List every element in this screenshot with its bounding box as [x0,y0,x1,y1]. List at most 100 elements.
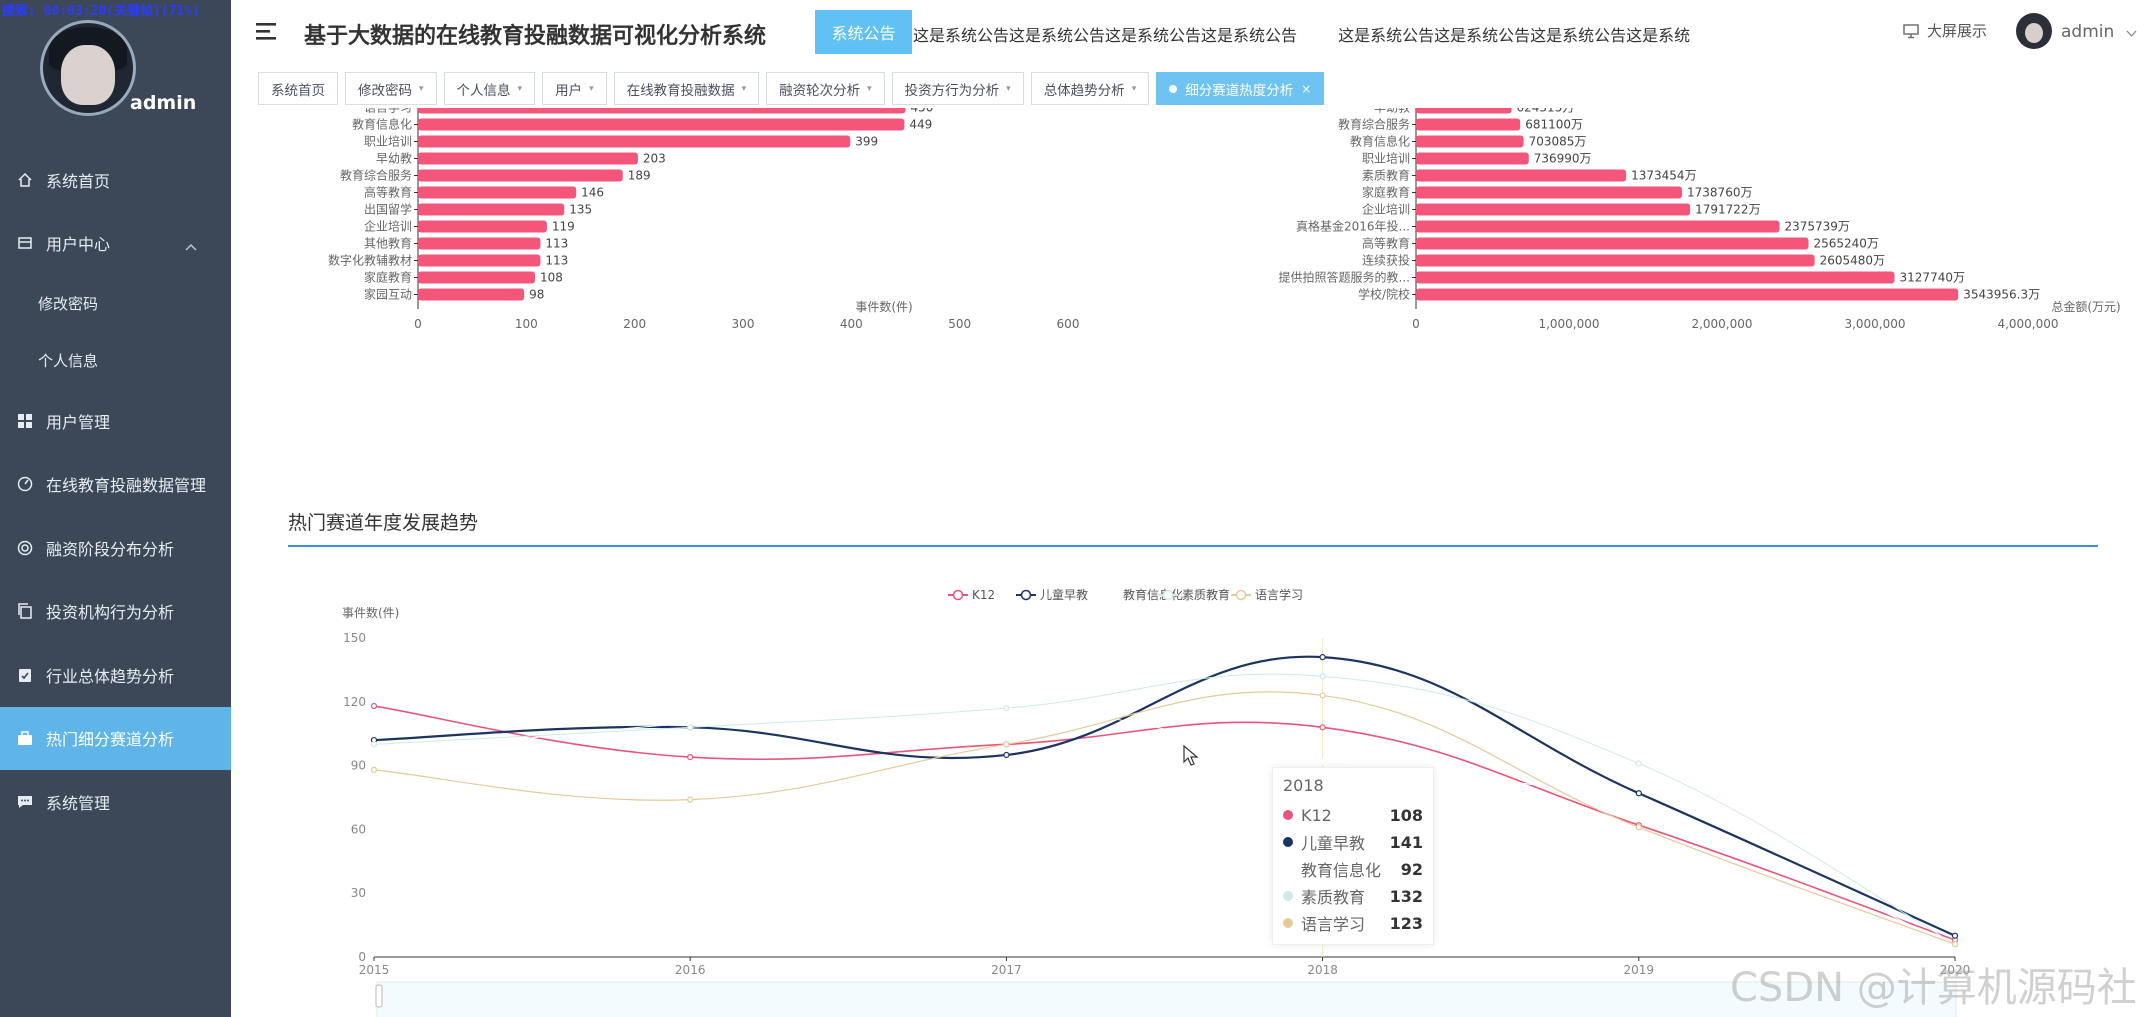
sidebar-item-user-management[interactable]: 用户管理 [0,389,231,453]
data-label: 681100万 [1525,118,1583,132]
sidebar-item-investor-behavior[interactable]: 投资机构行为分析 [0,580,231,644]
series-line [373,691,1956,945]
sidebar-item-industry-trend[interactable]: 行业总体趋势分析 [0,643,231,707]
legend-dot-icon [1283,810,1293,820]
sidebar-item-hot-track[interactable]: 热门细分赛道分析 [0,706,231,770]
chevron-down-icon [2126,22,2137,42]
legend-item: 儿童早教 [1016,587,1088,602]
data-label: 108 [540,271,563,285]
x-tick-label: 2016 [675,963,706,977]
tab-overall-trend[interactable]: 总体趋势分析 ▾ [1030,72,1150,105]
tooltip-value: 132 [1389,886,1423,906]
sidebar-item-profile[interactable]: 个人信息 [0,332,231,389]
bar [418,135,851,148]
data-point [1635,790,1642,797]
x-axis-label: 总金额(万元) [2051,299,2120,314]
data-point [1319,654,1326,661]
tooltip-row: K12 108 [1283,804,1423,826]
sidebar-item-system-management[interactable]: 系统管理 [0,770,231,834]
data-label: 113 [545,237,568,251]
x-tick-label: 2,000,000 [1691,317,1752,331]
data-label: 3543956.3万 [1963,288,2040,302]
sidebar-item-label: 系统首页 [46,171,111,191]
sidebar-item-label: 热门细分赛道分析 [46,730,175,750]
tooltip-row: 素质教育 132 [1283,885,1423,907]
bar [418,108,906,114]
bar [1416,220,1780,233]
notice-text-1: 这是系统公告这是系统公告这是系统公告这是系统公告 [913,26,1298,45]
category-label: 语言学习 [364,108,412,115]
tab-profile[interactable]: 个人信息 ▾ [443,72,536,105]
sidebar-item-label: 用户中心 [46,235,111,255]
chat-icon [16,793,34,811]
tab-track-heat[interactable]: 细分赛道热度分析 × [1156,72,1325,105]
sidebar-item-data-management[interactable]: 在线教育投融数据管理 [0,453,231,517]
sidebar-item-label: 系统管理 [46,793,111,813]
tab-label: 细分赛道热度分析 [1185,82,1294,99]
user-dropdown[interactable]: admin [2061,22,2137,42]
data-label: 189 [628,169,651,183]
top-header: 基于大数据的在线教育投融数据可视化分析系统 系统公告 这是系统公告这是系统公告这… [231,0,2150,66]
data-label: 98 [529,288,544,302]
tab-edu-data[interactable]: 在线教育投融数据 ▾ [613,72,760,105]
category-label: 教育信息化 [352,117,412,132]
bar [1416,203,1691,216]
recording-overlay: 搜索: 00:03:20(关键帧)(71%) [2,4,201,19]
series-line [373,705,1956,941]
tab-caret-icon: ▾ [419,83,424,94]
tab-label: 在线教育投融数据 [626,82,735,99]
legend-dot-icon [1283,864,1293,874]
category-label: 职业培训 [364,134,412,149]
tab-home[interactable]: 系统首页 [258,72,338,105]
sidebar-item-user-center[interactable]: 用户中心 [0,212,231,276]
x-tick-label: 3,000,000 [1844,317,1905,331]
data-label: 113 [545,254,568,268]
tooltip-year: 2018 [1283,776,1324,795]
tab-caret-icon: ▾ [589,83,594,94]
y-tick-label: 60 [351,822,366,836]
data-label: 736990万 [1534,152,1592,166]
data-point [1951,932,1959,939]
category-label: 职业培训 [1362,151,1410,166]
tab-caret-icon: ▾ [517,83,523,94]
section-divider [288,545,2098,547]
x-tick-label: 2020 [1940,963,1971,977]
legend-label: 素质教育 [1182,587,1230,602]
tab-change-password[interactable]: 修改密码 ▾ [345,72,437,105]
chart-tooltip: 2018 K12 108 儿童早教 141 教育信息化 92 素质教育 132 语言学习… [1272,767,1434,945]
notice-button[interactable]: 系统公告 [815,10,912,54]
sidebar: 搜索: 00:03:20(关键帧)(71%) admin 系统首页 用户中心 修… [0,0,231,1017]
briefcase-icon [16,729,34,747]
x-tick-label: 2019 [1624,963,1655,977]
legend-item: 语言学习 [1231,587,1303,602]
tab-user[interactable]: 用户 ▾ [542,72,607,105]
sidebar-menu: 系统首页 用户中心 修改密码 个人信息 用户管理 在线教 [0,148,231,834]
sidebar-item-label: 用户管理 [46,412,111,432]
sidebar-item-label: 个人信息 [38,352,99,370]
sidebar-item-home[interactable]: 系统首页 [0,148,231,212]
bigscreen-label: 大屏展示 [1927,22,1988,40]
data-label: 3127740万 [1900,271,1965,285]
tab-financing-round[interactable]: 融资轮次分析 ▾ [766,72,885,105]
sidebar-item-financing-stage[interactable]: 融资阶段分布分析 [0,516,231,580]
notice-text-2: 这是系统公告这是系统公告这是系统公告这是系统 [1338,26,1691,45]
category-label: 早幼教 [376,151,412,166]
legend-marker-icon [1162,589,1174,601]
bar [418,203,565,216]
tab-label: 总体趋势分析 [1043,82,1125,99]
x-tick-label: 100 [515,317,538,331]
data-label: 624315万 [1517,108,1575,115]
sidebar-item-label: 融资阶段分布分析 [46,539,175,559]
tab-investor-behavior[interactable]: 投资方行为分析 ▾ [891,72,1024,105]
tab-caret-icon: ▾ [1131,83,1137,94]
sidebar-item-change-password[interactable]: 修改密码 [0,275,231,332]
bigscreen-link[interactable]: 大屏展示 [1903,20,1987,41]
x-tick-label: 1,000,000 [1538,317,1599,331]
category-label: 企业培训 [364,219,412,234]
sidebar-item-label: 投资机构行为分析 [46,603,175,623]
tooltip-series-name: 语言学习 [1301,915,1366,934]
data-point [687,724,694,731]
close-icon[interactable]: × [1301,81,1312,96]
avatar[interactable] [2016,13,2052,49]
menu-toggle-icon[interactable] [256,22,278,44]
